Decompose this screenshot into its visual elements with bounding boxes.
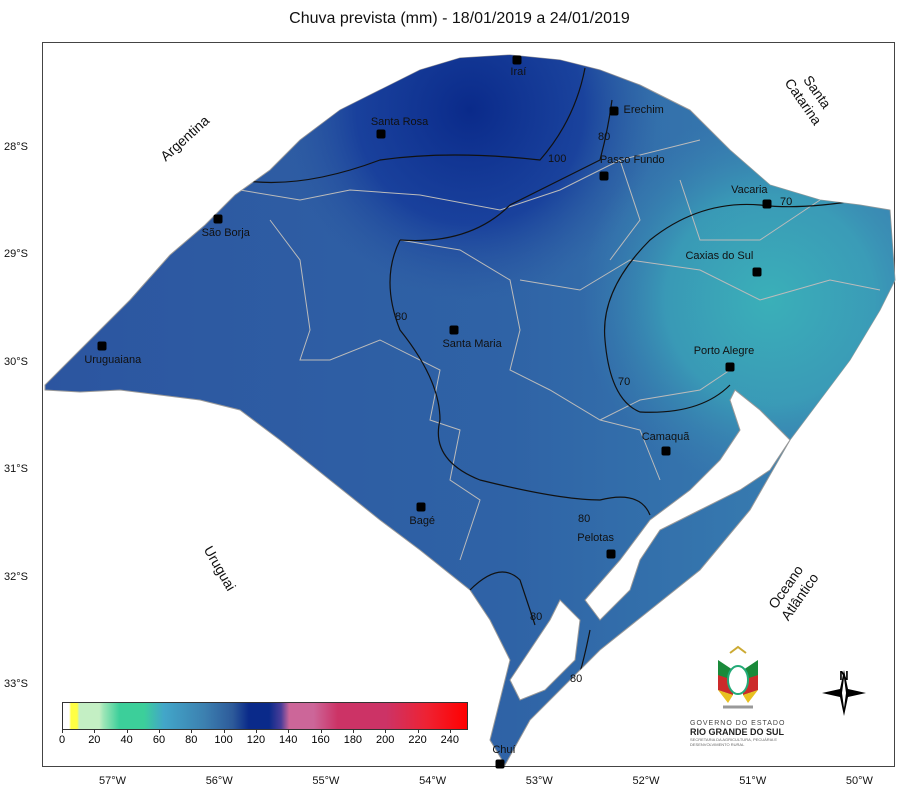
city-label: Erechim xyxy=(623,104,664,117)
city-label: Chuí xyxy=(492,744,516,757)
colorbar-tick-label: 60 xyxy=(152,734,166,746)
city-marker xyxy=(609,106,619,116)
colorbar-tick-mark xyxy=(449,729,451,733)
colorbar-tick-label: 140 xyxy=(279,734,298,746)
city-label: Uruguaiana xyxy=(84,353,142,366)
north-arrow: N xyxy=(820,668,868,716)
city-marker xyxy=(512,55,522,65)
lon-tick-label: 54°W xyxy=(419,775,447,787)
lon-tick-label: 52°W xyxy=(632,775,660,787)
logo-line3: SECRETARIA DA AGRICULTURA, PECUÁRIA E DE… xyxy=(690,737,777,747)
logo-line2: RIO GRANDE DO SUL xyxy=(690,727,785,737)
colorbar-tick-mark xyxy=(417,729,419,733)
colorbar-tick-mark xyxy=(320,729,322,733)
map-title: Chuva prevista (mm) - 18/01/2019 a 24/01… xyxy=(289,10,630,27)
city-marker xyxy=(416,502,426,512)
lat-tick-label: 28°S xyxy=(4,141,28,153)
city-label: Vacaria xyxy=(731,183,768,196)
contour-label: 70 xyxy=(618,376,630,388)
colorbar-tick-label: 0 xyxy=(58,734,66,746)
contour-label: 100 xyxy=(548,153,566,165)
colorbar-tick-mark xyxy=(126,729,128,733)
city-marker xyxy=(661,446,671,456)
lon-tick-label: 57°W xyxy=(99,775,127,787)
city-marker xyxy=(213,214,223,224)
city-marker xyxy=(599,171,609,181)
lagoa-mirim xyxy=(509,599,581,701)
city-label: Passo Fundo xyxy=(599,153,665,166)
lon-tick-label: 56°W xyxy=(205,775,233,787)
rs-government-logo: GOVERNO DO ESTADO RIO GRANDE DO SUL SECR… xyxy=(690,645,790,747)
lat-tick-label: 29°S xyxy=(4,248,28,261)
city-label: São Borja xyxy=(201,226,250,239)
colorbar-tick-label: 220 xyxy=(408,734,427,746)
colorbar-tick-mark xyxy=(191,729,193,733)
city-marker xyxy=(495,759,505,769)
lon-tick-label: 50°W xyxy=(845,775,873,787)
colorbar-tick-mark xyxy=(62,729,63,733)
city-label: Pelotas xyxy=(577,531,614,544)
lon-tick-label: 51°W xyxy=(739,775,767,787)
logo-line1: GOVERNO DO ESTADO xyxy=(690,720,786,727)
map-frame xyxy=(42,42,895,767)
colorbar-tick-mark xyxy=(223,729,225,733)
colorbar-tick-mark xyxy=(94,729,96,733)
colorbar-tick-label: 240 xyxy=(440,734,460,746)
city-label: Caxias do Sul xyxy=(685,249,754,262)
colorbar-tick-label: 120 xyxy=(246,734,266,746)
colorbar-tick-label: 20 xyxy=(88,734,101,746)
city-marker xyxy=(606,549,616,559)
lat-tick-label: 30°S xyxy=(4,355,28,368)
city-label: Santa Maria xyxy=(442,337,502,350)
city-label: Iraí xyxy=(510,65,527,78)
lat-tick-label: 32°S xyxy=(4,570,28,583)
compass-rose-icon xyxy=(822,670,866,716)
city-marker xyxy=(762,199,772,209)
region-borders xyxy=(239,139,881,561)
colorbar-tick-label: 200 xyxy=(376,734,395,746)
city-label: Santa Rosa xyxy=(370,116,429,129)
contour-label: 80 xyxy=(570,673,582,685)
contour-label: 80 xyxy=(395,311,407,323)
colorbar xyxy=(62,702,468,730)
contour-labels: 100 80 80 70 70 80 80 80 xyxy=(395,131,792,685)
contour-label: 80 xyxy=(578,513,590,525)
city-marker xyxy=(376,129,386,139)
contour-label: 80 xyxy=(530,611,542,623)
lat-tick-label: 31°S xyxy=(4,463,28,476)
contour-label: 70 xyxy=(780,196,792,208)
city-label: Porto Alegre xyxy=(693,345,755,358)
colorbar-tick-label: 80 xyxy=(185,734,198,746)
colorbar-tick-label: 100 xyxy=(214,734,233,746)
city-marker xyxy=(97,341,107,351)
colorbar-tick-mark xyxy=(352,729,354,733)
colorbar-tick-mark xyxy=(158,729,160,733)
city-marker xyxy=(725,362,735,372)
city-marker xyxy=(449,325,459,334)
city-marker xyxy=(752,267,762,276)
lon-tick-label: 55°W xyxy=(312,775,340,787)
colorbar-tick-label: 40 xyxy=(120,734,133,746)
city-label: Camaquã xyxy=(641,430,690,443)
colorbar-tick-label: 180 xyxy=(343,734,363,746)
colorbar-tick-mark xyxy=(255,729,257,733)
lat-tick-label: 33°S xyxy=(4,678,28,690)
contour-label: 80 xyxy=(598,131,610,143)
colorbar-tick-mark xyxy=(385,729,387,733)
lagoa-dos-patos xyxy=(584,389,791,621)
colorbar-tick-mark xyxy=(288,729,290,733)
city-label: Bagé xyxy=(409,514,436,527)
coat-of-arms-icon xyxy=(718,645,758,709)
lon-tick-label: 53°W xyxy=(525,775,553,787)
colorbar-tick-label: 160 xyxy=(311,734,330,746)
